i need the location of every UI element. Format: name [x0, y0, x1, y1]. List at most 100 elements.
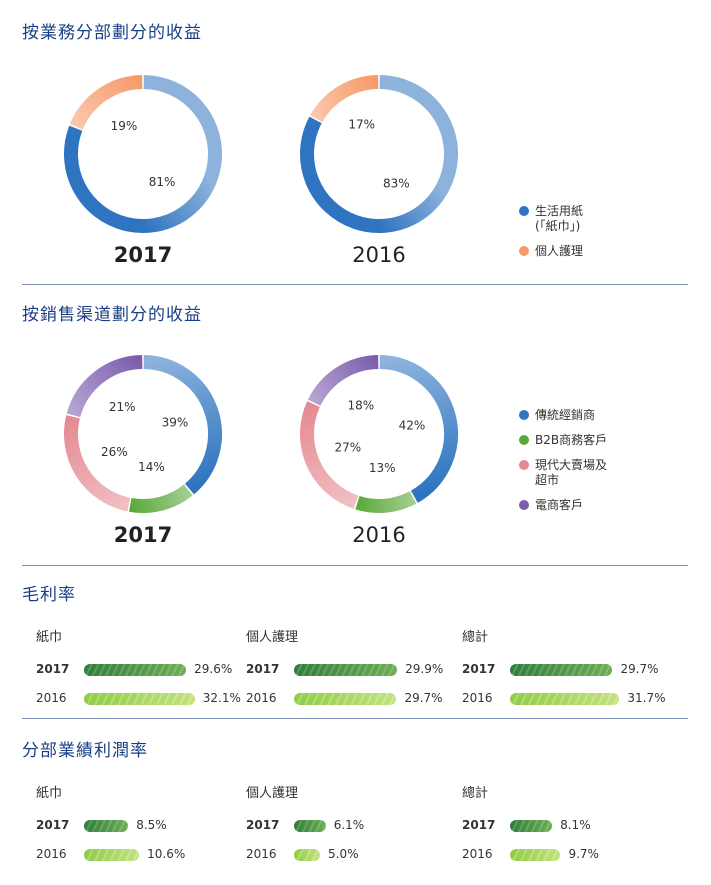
metric-group: 紙巾 2017 8.5% 2016 10.6%: [36, 782, 236, 876]
donut-value-label: 14%: [138, 460, 165, 474]
metric-bar: [294, 664, 398, 676]
metric-year-label: 2016: [36, 847, 67, 861]
metric-year-label: 2017: [246, 818, 280, 832]
gross-margin-section-title: 毛利率: [22, 585, 76, 605]
channel-section-title: 按銷售渠道劃分的收益: [22, 305, 202, 325]
donut-value-label: 19%: [111, 119, 138, 133]
metric-year-label: 2017: [246, 662, 280, 676]
legend-swatch: [519, 500, 529, 510]
donut-value-label: 21%: [109, 400, 136, 414]
metric-group: 總計 2017 8.1% 2016 9.7%: [462, 782, 662, 876]
metric-row: 2017 8.5%: [36, 818, 236, 834]
metric-value-label: 32.1%: [202, 691, 241, 705]
metric-group-label: 總計: [462, 786, 489, 801]
legend-swatch: [519, 460, 529, 470]
donut-segment-channel-2016-2: [300, 401, 359, 509]
legend-item: 生活用紙 (「紙巾」): [519, 204, 583, 234]
metric-row: 2017 6.1%: [246, 818, 446, 834]
metric-value-label: 29.7%: [620, 662, 659, 676]
metric-value-label: 6.1%: [333, 818, 365, 832]
metric-group-label: 總計: [462, 630, 489, 645]
metric-year-label: 2016: [246, 847, 277, 861]
legend-swatch: [519, 410, 529, 420]
donut-segment-channel-2017-3: [66, 355, 143, 418]
metric-bar: [84, 664, 187, 676]
metric-row: 2017 29.9%: [246, 662, 446, 678]
donut-year-label: 2016: [352, 523, 405, 547]
metric-bar: [84, 849, 140, 861]
metric-row: 2016 5.0%: [246, 847, 446, 863]
donut-value-label: 17%: [348, 118, 375, 132]
donut-segment-segment-2017-1: [69, 75, 143, 130]
metric-year-label: 2016: [246, 691, 277, 705]
metric-year-label: 2016: [462, 847, 493, 861]
legend-swatch: [519, 206, 529, 216]
metric-group: 總計 2017 29.7% 2016 31.7%: [462, 626, 666, 720]
donut-value-label: 83%: [383, 176, 410, 190]
metric-bar: [510, 664, 613, 676]
legend-item: 電商客戶: [519, 498, 607, 513]
donut-segment-channel-2017-1: [129, 484, 193, 513]
legend-swatch: [519, 435, 529, 445]
donut-charts: 81% 19% 2017 83% 17% 2016 39% 14% 26% 21% 2017 42% 1…: [64, 75, 459, 547]
legend-item: 現代大賣場及 超市: [519, 458, 607, 488]
metric-row: 2016 10.6%: [36, 847, 236, 863]
donut-year-label: 2017: [114, 243, 172, 267]
donut-value-label: 42%: [399, 419, 426, 433]
metric-group-label: 紙巾: [36, 786, 63, 801]
metric-bar: [294, 849, 320, 861]
legend-item: 個人護理: [519, 244, 583, 259]
metric-row: 2016 32.1%: [36, 691, 241, 707]
metric-row: 2017 29.7%: [462, 662, 662, 678]
metric-row: 2017 8.1%: [462, 818, 662, 834]
metric-value-label: 8.1%: [560, 818, 591, 832]
legend-label: B2B商務客戶: [535, 433, 608, 447]
donut-year-label: 2017: [114, 523, 172, 547]
metric-row: 2017 29.6%: [36, 662, 236, 678]
donut-segment-channel-2017-0: [143, 355, 222, 495]
metric-value-label: 29.6%: [194, 662, 233, 676]
donut-value-label: 26%: [101, 445, 128, 459]
metric-year-label: 2017: [462, 818, 496, 832]
donut-value-label: 27%: [334, 441, 361, 455]
legend-label: 生活用紙 (「紙巾」): [535, 204, 584, 233]
legend-label: 個人護理: [535, 244, 584, 258]
channel-legend: 傳統經銷商 B2B商務客戶 現代大賣場及 超市 電商客戶: [519, 408, 607, 523]
legend-label: 電商客戶: [535, 498, 584, 512]
segment-margin-section-title: 分部業績利潤率: [22, 741, 148, 761]
metric-group: 個人護理 2017 6.1% 2016 5.0%: [246, 782, 446, 876]
segment-legend: 生活用紙 (「紙巾」) 個人護理: [519, 204, 583, 269]
donut-segment-channel-2017-2: [64, 415, 131, 512]
metric-row: 2016 31.7%: [462, 691, 666, 707]
donut-value-label: 39%: [162, 416, 189, 430]
metric-group-label: 紙巾: [36, 630, 63, 645]
metric-value-label: 10.6%: [147, 847, 186, 861]
legend-item: B2B商務客戶: [519, 433, 607, 448]
divider: [22, 718, 688, 719]
divider: [22, 565, 688, 566]
metric-bar: [84, 693, 195, 705]
legend-swatch: [519, 246, 529, 256]
metric-row: 2016 9.7%: [462, 847, 662, 863]
donut-segment-segment-2016-1: [310, 75, 379, 123]
metric-bar: [510, 693, 620, 705]
metric-year-label: 2017: [462, 662, 496, 676]
metric-group: 個人護理 2017 29.9% 2016 29.7%: [246, 626, 446, 720]
metric-value-label: 31.7%: [627, 691, 666, 705]
metric-year-label: 2016: [462, 691, 493, 705]
donut-segment-segment-2017-0: [64, 75, 222, 233]
metric-bar: [294, 820, 326, 832]
segment-section-title: 按業務分部劃分的收益: [22, 23, 202, 43]
metric-year-label: 2016: [36, 691, 67, 705]
donut-segment-segment-2016-0: [300, 75, 458, 233]
metric-year-label: 2017: [36, 662, 70, 676]
donut-segment-channel-2016-0: [379, 355, 459, 503]
donut-segment-channel-2016-3: [307, 355, 379, 406]
metric-row: 2016 29.7%: [246, 691, 446, 707]
metric-value-label: 8.5%: [136, 818, 167, 832]
metric-bar: [294, 693, 397, 705]
donut-year-label: 2016: [352, 243, 405, 267]
metric-group: 紙巾 2017 29.6% 2016 32.1%: [36, 626, 241, 720]
metric-bar: [510, 849, 561, 861]
metric-value-label: 29.7%: [404, 691, 443, 705]
